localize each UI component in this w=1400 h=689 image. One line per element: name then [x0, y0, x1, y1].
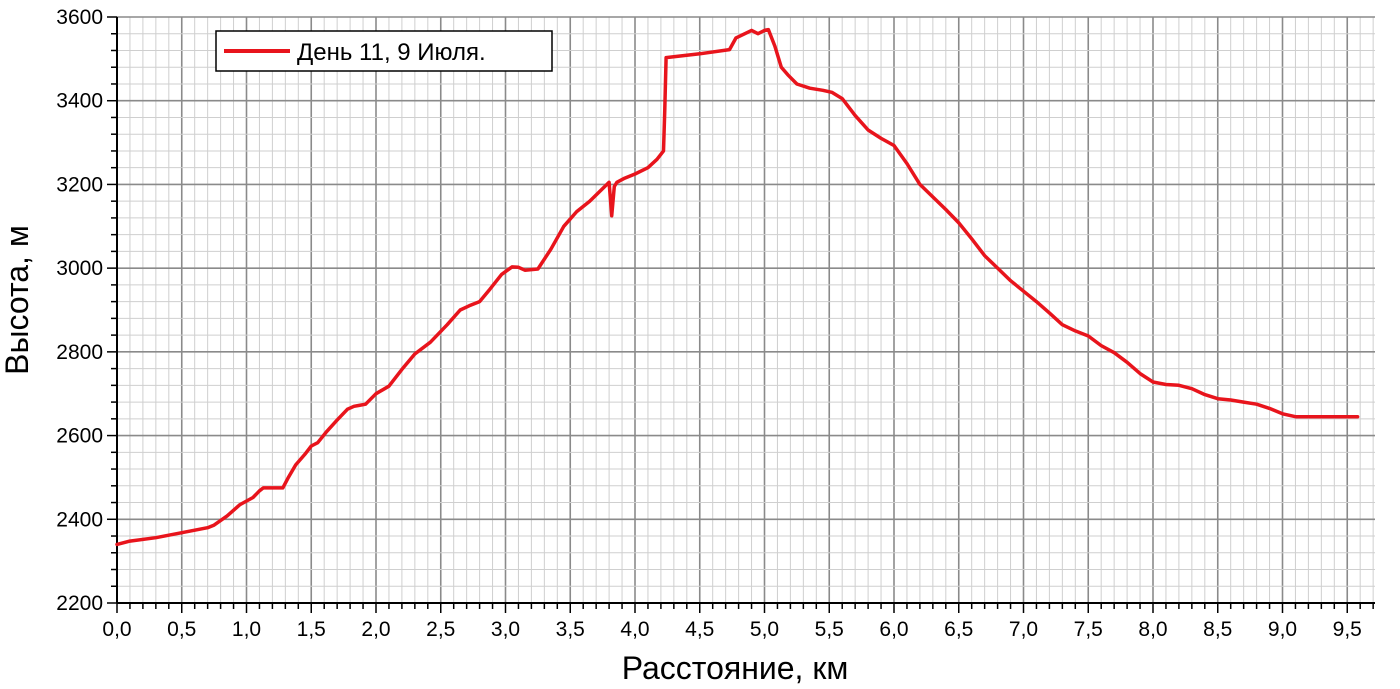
y-tick-label: 3000: [56, 257, 103, 280]
x-tick-label: 5,0: [750, 618, 779, 641]
x-tick-label: 9,5: [1333, 618, 1362, 641]
x-tick-label: 0,5: [167, 618, 196, 641]
y-tick-label: 3400: [56, 90, 103, 113]
x-tick-label: 5,5: [815, 618, 844, 641]
x-tick-label: 2,0: [361, 618, 390, 641]
x-tick-label: 4,0: [620, 618, 649, 641]
legend: День 11, 9 Июля.: [215, 30, 553, 72]
series-layer: [115, 27, 1360, 547]
x-tick-label: 1,0: [232, 618, 261, 641]
legend-label: День 11, 9 Июля.: [297, 39, 486, 66]
y-tick-label: 2400: [56, 508, 103, 531]
elevation-series-line: [115, 27, 1360, 547]
x-tick-label: 2,5: [426, 618, 455, 641]
grid: [116, 16, 1375, 604]
x-tick-label: 1,5: [297, 618, 326, 641]
y-tick-label: 3600: [56, 6, 103, 29]
x-tick-label: 8,0: [1138, 618, 1167, 641]
axes: 0,0 0,5 1,0 1,5 2,0 2,5 3,0 3,5 4,0 4,5 5,0 5,5 6,0 6…: [56, 6, 1375, 641]
x-tick-label: 4,5: [685, 618, 714, 641]
y-axis-title: Высота, м: [0, 225, 35, 375]
x-tick-label: 7,5: [1074, 618, 1103, 641]
y-tick-label: 2200: [56, 592, 103, 615]
x-tick-label: 0,0: [102, 618, 131, 641]
x-tick-label: 3,5: [556, 618, 585, 641]
x-tick-label: 9,0: [1268, 618, 1297, 641]
y-tick-label: 2600: [56, 425, 103, 448]
y-tick-label: 3200: [56, 173, 103, 196]
x-axis-title: Расстояние, км: [622, 650, 849, 686]
y-tick-label: 2800: [56, 341, 103, 364]
x-tick-label: 8,5: [1203, 618, 1232, 641]
x-tick-label: 3,0: [491, 618, 520, 641]
x-tick-label: 7,0: [1009, 618, 1038, 641]
x-tick-label: 6,5: [944, 618, 973, 641]
x-tick-label: 6,0: [879, 618, 908, 641]
